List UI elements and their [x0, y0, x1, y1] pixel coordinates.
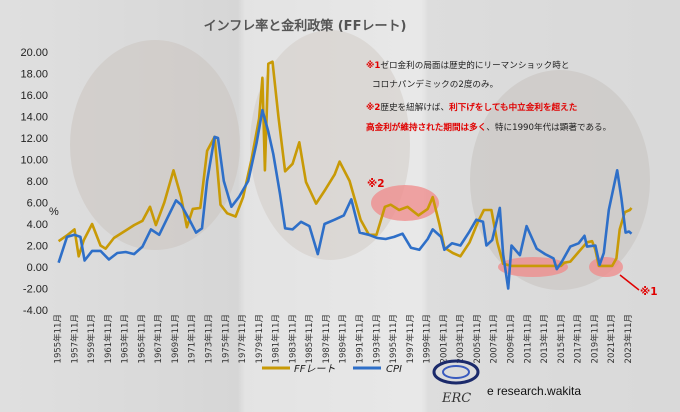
- marker-2-label: ※2: [367, 178, 385, 190]
- logo-text: ERC: [441, 391, 471, 406]
- y-tick-label: 8.00: [27, 176, 48, 188]
- marker-1-pointer: [619, 274, 640, 291]
- erc-logo: ERC: [432, 359, 480, 406]
- x-tick-label: 1979年11月: [254, 314, 265, 363]
- note-2: ※2歴史を紐解けば、利下げをしても中立金利を超えた 高金利が維持された期間は多く…: [366, 101, 611, 133]
- x-tick-label: 1959年11月: [86, 314, 97, 363]
- y-tick-label: 2.00: [27, 241, 48, 253]
- y-tick-label: 12.00: [20, 133, 48, 145]
- x-tick-label: 1985年11月: [304, 314, 315, 363]
- x-axis: 1955年11月 1957年11月 1959年11月 1961年11月 1963年11月…: [53, 314, 634, 363]
- x-tick-label: 2009年11月: [505, 314, 516, 363]
- note-1-line-2: コロナパンデミックの2度のみ。: [372, 78, 498, 90]
- y-axis: -4.00 -2.00 0.00 2.00 4.00 6.00 8.00 10.00 12.00…: [20, 47, 48, 317]
- x-tick-label: 2001年11月: [438, 314, 449, 363]
- y-tick-label: 0.00: [27, 262, 48, 274]
- legend: FFレート CPI: [262, 364, 402, 375]
- x-tick-label: 2023年11月: [623, 314, 634, 363]
- x-tick-label: 1967年11月: [153, 314, 164, 363]
- x-tick-label: 1983年11月: [287, 314, 298, 363]
- y-tick-label: 20.00: [20, 47, 48, 59]
- series-lines: [57, 60, 633, 290]
- x-tick-label: 1975年11月: [220, 314, 231, 363]
- x-tick-label: 1989年11月: [338, 314, 349, 363]
- legend-ff-rate-label: FFレート: [294, 364, 336, 375]
- x-tick-label: 1987年11月: [321, 314, 332, 363]
- note-1: ※1ゼロ金利の局面は歴史的にリーマンショック時と コロナパンデミックの2度のみ。: [366, 59, 569, 90]
- x-tick-label: 1991年11月: [354, 314, 365, 363]
- x-tick-label: 1963年11月: [120, 314, 131, 363]
- x-tick-label: 2017年11月: [573, 314, 584, 363]
- x-tick-label: 2003年11月: [455, 314, 466, 363]
- x-tick-label: 1993年11月: [371, 314, 382, 363]
- y-tick-label: 18.00: [20, 69, 48, 81]
- x-tick-label: 1971年11月: [187, 314, 198, 363]
- chart-title: インフレ率と金利政策 (FFレート): [204, 18, 407, 34]
- cpi-line: [57, 108, 633, 290]
- note-2-line-2: 高金利が維持された期間は多く、特に1990年代は顕著である。: [366, 121, 611, 133]
- y-axis-unit: %: [49, 206, 59, 218]
- x-tick-label: 2013年11月: [539, 314, 550, 363]
- x-tick-label: 2021年11月: [606, 314, 617, 363]
- x-tick-label: 2005年11月: [472, 314, 483, 363]
- y-tick-label: 4.00: [27, 219, 48, 231]
- y-tick-label: 14.00: [20, 112, 48, 124]
- x-tick-label: 1995年11月: [388, 314, 399, 363]
- y-tick-label: 16.00: [20, 90, 48, 102]
- x-tick-label: 1969年11月: [170, 314, 181, 363]
- logo-swirl-outer: [432, 359, 480, 385]
- x-tick-label: 2011年11月: [522, 314, 533, 363]
- y-tick-label: -2.00: [23, 284, 48, 296]
- x-tick-label: 2007年11月: [489, 314, 500, 363]
- x-tick-label: 1981年11月: [271, 314, 282, 363]
- x-tick-label: 2015年11月: [556, 314, 567, 363]
- x-tick-label: 1973年11月: [204, 314, 215, 363]
- x-tick-label: 1965年11月: [136, 314, 147, 363]
- note-1-line-1: ※1ゼロ金利の局面は歴史的にリーマンショック時と: [366, 59, 569, 71]
- marker-1-label: ※1: [640, 286, 658, 298]
- legend-cpi-label: CPI: [386, 364, 402, 375]
- y-tick-label: -4.00: [23, 305, 48, 317]
- x-tick-label: 1961年11月: [103, 314, 114, 363]
- x-tick-label: 1997年11月: [405, 314, 416, 363]
- logo-swirl-inner: [442, 365, 470, 379]
- x-tick-label: 1999年11月: [422, 314, 433, 363]
- note-2-line-1: ※2歴史を紐解けば、利下げをしても中立金利を超えた: [366, 101, 577, 113]
- highlight-group: [371, 185, 623, 277]
- x-tick-label: 1955年11月: [53, 314, 64, 363]
- ff-rate-line: [57, 60, 633, 268]
- brand-label: e research.wakita: [487, 384, 581, 398]
- y-tick-label: 10.00: [20, 155, 48, 167]
- x-tick-label: 2019年11月: [589, 314, 600, 363]
- y-tick-label: 6.00: [27, 198, 48, 210]
- x-tick-label: 1977年11月: [237, 314, 248, 363]
- x-tick-label: 1957年11月: [69, 314, 80, 363]
